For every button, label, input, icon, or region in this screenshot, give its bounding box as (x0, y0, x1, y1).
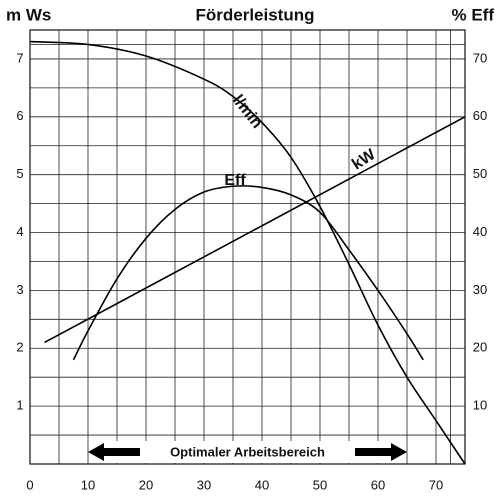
y2-tick-label: 10 (473, 398, 487, 413)
range-bg (112, 441, 383, 463)
y2-tick-label: 30 (473, 282, 487, 297)
plot-border (29, 29, 466, 465)
curve-label: kW (349, 146, 379, 174)
y-tick-label: 2 (16, 340, 23, 355)
y2-tick-label: 60 (473, 108, 487, 123)
y2-tick-label: 40 (473, 224, 487, 239)
x-tick-label: 70 (429, 477, 443, 492)
x-tick-label: 40 (255, 477, 269, 492)
y2-axis-title: % Eff (452, 5, 495, 24)
x-tick-label: 10 (81, 477, 95, 492)
x-tick-label: 50 (313, 477, 327, 492)
y2-tick-label: 20 (473, 340, 487, 355)
y-tick-label: 3 (16, 282, 23, 297)
line (44, 116, 466, 344)
y-tick-label: 6 (16, 108, 23, 123)
x-tick-label: 30 (197, 477, 211, 492)
x-tick-label: 0 (26, 477, 33, 492)
y-tick-label: 4 (16, 224, 23, 239)
chart-title: Förderleistung (195, 5, 314, 24)
y-tick-label: 5 (16, 166, 23, 181)
curve-label: Eff (224, 172, 246, 189)
x-tick-label: 60 (371, 477, 385, 492)
range-label: Optimaler Arbeitsbereich (170, 444, 325, 459)
y-tick-label: 1 (16, 398, 23, 413)
y-axis-title: m Ws (6, 5, 51, 24)
curve-label: l/min (229, 92, 265, 132)
line (29, 40, 466, 465)
line (72, 185, 424, 361)
x-tick-label: 20 (139, 477, 153, 492)
y2-tick-label: 50 (473, 166, 487, 181)
y2-tick-label: 70 (473, 50, 487, 65)
y-tick-label: 7 (16, 50, 23, 65)
